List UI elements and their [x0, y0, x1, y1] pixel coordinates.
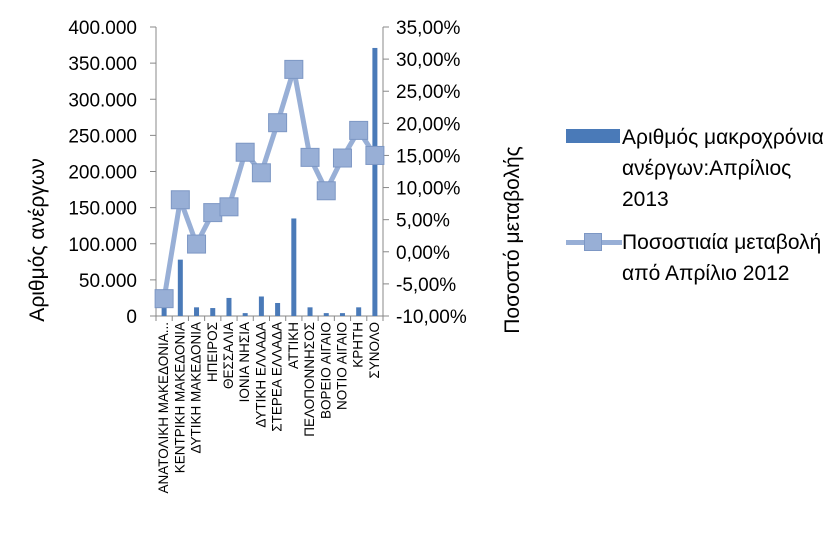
- right-tick-label: 35,00%: [396, 18, 461, 39]
- left-axis-title: Αριθμός ανέργων: [26, 158, 49, 321]
- legend-square-marker-icon: [584, 233, 602, 251]
- left-tick-label: 100.000: [68, 235, 137, 256]
- bar: [372, 47, 378, 316]
- right-tick-label: 30,00%: [396, 50, 461, 71]
- category-label: ΣΥΝΟΛΟ: [367, 322, 382, 379]
- category-label: ΚΡΗΤΗ: [351, 322, 366, 368]
- category-label: ΔΥΤΙΚΗ ΜΑΚΕΔΟΝΙΑ: [189, 322, 204, 454]
- legend-item-bars: Αριθμός μακροχρόνια ανέργων:Απρίλιος 201…: [566, 122, 825, 215]
- series-line: [161, 66, 377, 300]
- line-point: [284, 59, 304, 79]
- left-tick-label: 200.000: [68, 163, 137, 184]
- legend-label-line: Ποσοστιαία μεταβολή από Απρίλιο 2012: [622, 231, 822, 285]
- left-tick-label: 300.000: [68, 90, 137, 111]
- bar: [242, 313, 248, 316]
- right-tick-label: 25,00%: [396, 82, 461, 103]
- line-point: [154, 289, 174, 309]
- right-tick-label: 15,00%: [396, 146, 461, 167]
- line-point: [349, 120, 369, 140]
- right-axis-title: Ποσοστό μεταβολής: [501, 146, 524, 334]
- right-tick-label: 0,00%: [396, 243, 450, 264]
- right-tick-label: -5,00%: [396, 275, 456, 296]
- legend: Αριθμός μακροχρόνια ανέργων:Απρίλιος 201…: [566, 122, 825, 289]
- left-tick-label: 50.000: [79, 271, 137, 292]
- category-label: ΠΕΛΟΠΟΝΝΗΣΟΣ: [302, 322, 317, 437]
- line-series: [154, 59, 385, 309]
- bar: [291, 218, 297, 316]
- bar: [161, 307, 167, 316]
- line-point: [268, 113, 288, 133]
- bar: [339, 313, 345, 316]
- line-point: [365, 145, 385, 165]
- bar: [356, 307, 362, 316]
- category-labels: ΑΝΑΤΟΛΙΚΗ ΜΑΚΕΔΟΝΙΑ... ΚΕΝΤΡΙΚΗ ΜΑΚΕΔΟΝΙΑ…: [156, 322, 382, 494]
- left-axis: 400.000 350.000 300.000 250.000 200.000 150.0…: [68, 18, 384, 328]
- right-axis: 35,00% 30,00% 25,00% 20,00% 15,00% 10,00% 5,00…: [382, 18, 467, 328]
- right-tick-label: 5,00%: [396, 211, 450, 232]
- line-point: [219, 197, 239, 217]
- left-tick-label: 150.000: [68, 199, 137, 220]
- bar-series: [161, 47, 378, 316]
- category-label: ΣΤΕΡΕΑ ΕΛΛΑΔΑ: [270, 322, 285, 432]
- line-point: [203, 203, 223, 223]
- category-label: ΑΝΑΤΟΛΙΚΗ ΜΑΚΕΔΟΝΙΑ...: [156, 322, 171, 494]
- line-point: [316, 181, 336, 201]
- bar: [323, 313, 329, 316]
- bar: [226, 297, 232, 316]
- category-label: ΔΥΤΙΚΗ ΕΛΛΑΔΑ: [253, 322, 268, 428]
- bar: [210, 308, 216, 316]
- bar: [275, 302, 281, 316]
- line-point: [170, 190, 190, 210]
- line-point: [332, 148, 352, 168]
- category-label: ΚΕΝΤΡΙΚΗ ΜΑΚΕΔΟΝΙΑ: [172, 322, 187, 473]
- category-label: ΝΟΤΙΟ ΑΙΓΑΙΟ: [334, 322, 349, 410]
- bar: [307, 307, 313, 316]
- legend-bar-swatch: [566, 129, 620, 143]
- left-tick-label: 0: [126, 307, 137, 328]
- category-label: ΑΤΤΙΚΗ: [286, 322, 301, 369]
- right-tick-label: -10,00%: [396, 307, 467, 328]
- line-point: [300, 147, 320, 167]
- bar: [194, 307, 200, 316]
- right-tick-label: 10,00%: [396, 179, 461, 200]
- legend-item-line: Ποσοστιαία μεταβολή από Απρίλιο 2012: [566, 227, 825, 289]
- category-label: ΗΠΕΙΡΟΣ: [205, 322, 220, 382]
- left-tick-label: 250.000: [68, 126, 137, 147]
- line-point: [235, 142, 255, 162]
- left-tick-label: 350.000: [68, 54, 137, 75]
- category-label: ΙΟΝΙΑ ΝΗΣΙΑ: [237, 322, 252, 402]
- category-label: ΒΟΡΕΙΟ ΑΙΓΑΙΟ: [318, 322, 333, 419]
- left-tick-label: 400.000: [68, 18, 137, 39]
- bar: [258, 296, 264, 316]
- category-label: ΘΕΣΣΑΛΙΑ: [221, 322, 236, 389]
- legend-label-bars: Αριθμός μακροχρόνια ανέργων:Απρίλιος 201…: [622, 126, 824, 211]
- line-point: [251, 163, 271, 183]
- bar: [177, 259, 183, 316]
- line-point: [187, 234, 207, 254]
- right-tick-label: 20,00%: [396, 114, 461, 135]
